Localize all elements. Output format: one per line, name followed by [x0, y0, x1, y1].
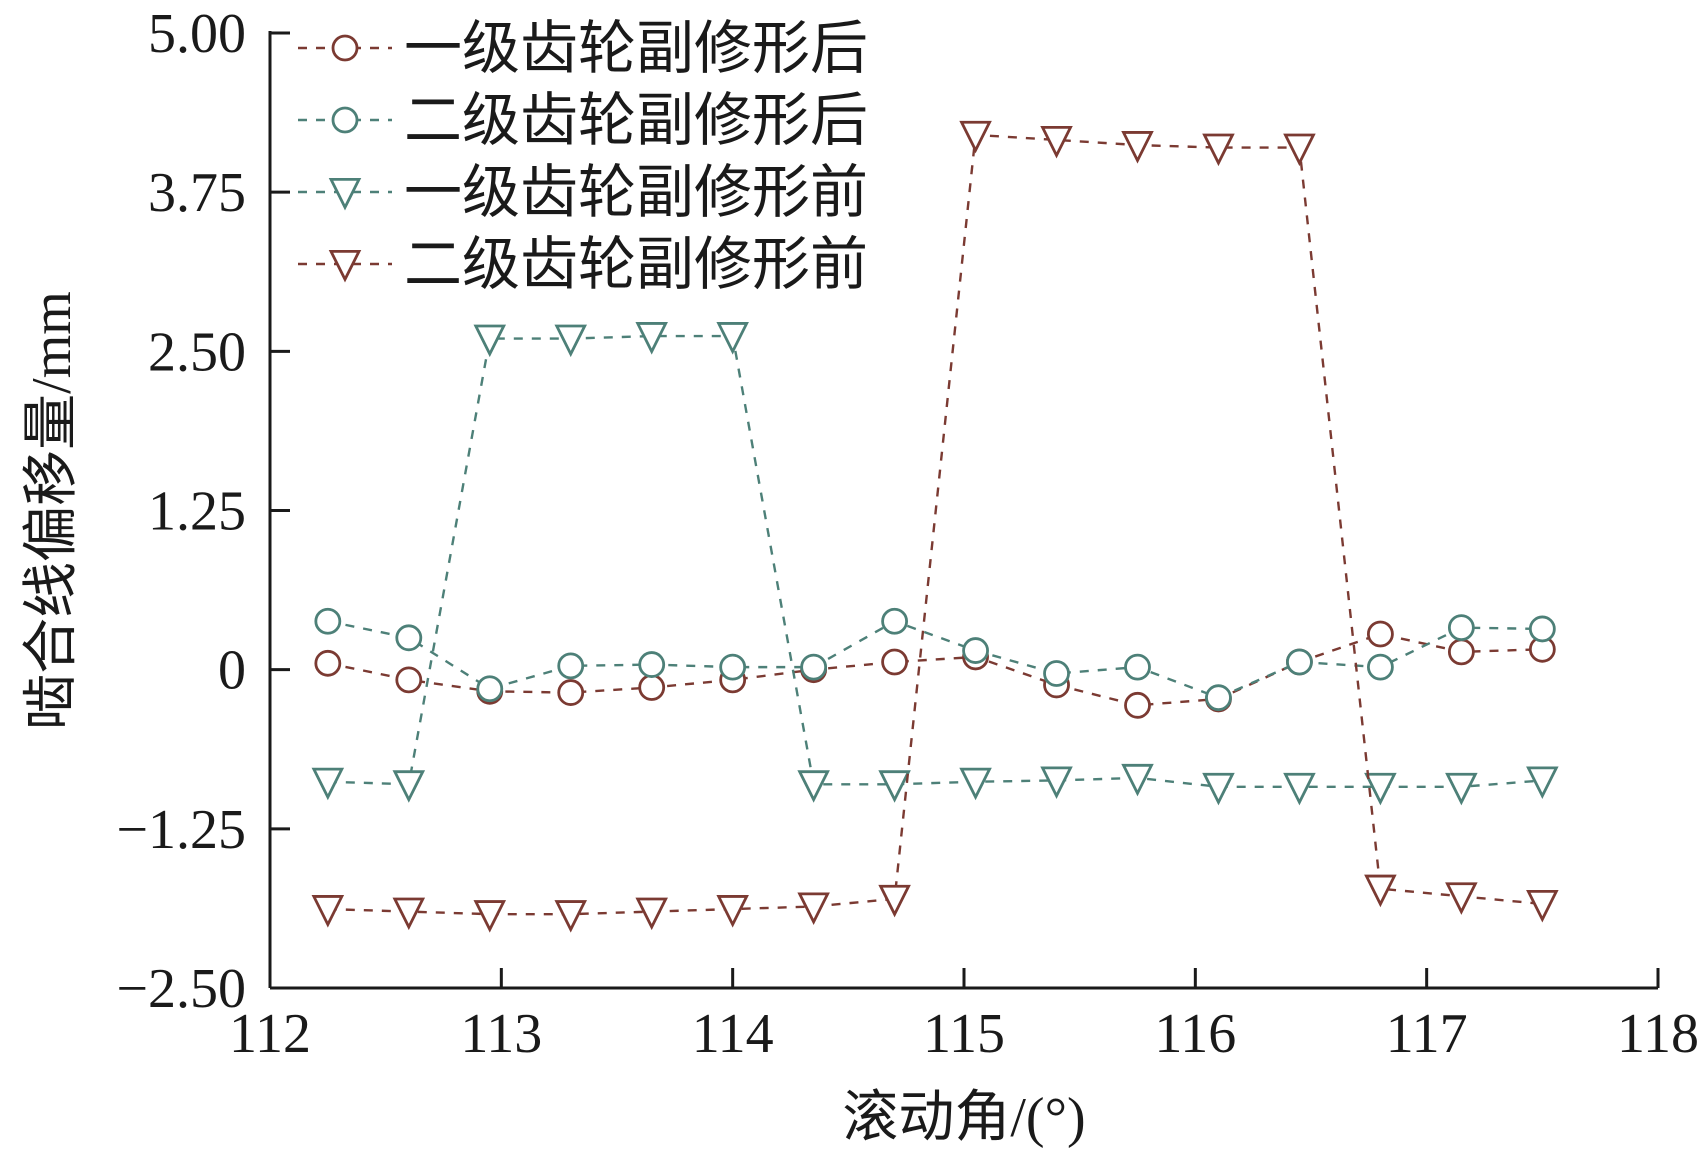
series-4-point: [1283, 133, 1316, 167]
y-tick-label: 1.25: [148, 481, 246, 543]
series-3-line: [327, 334, 1543, 789]
y-tick-label: 5.00: [148, 3, 246, 65]
series-2-point: [1447, 614, 1475, 642]
series-3-point: [716, 322, 749, 355]
y-axis-title: 啮合线偏移量/mm: [21, 291, 83, 730]
series-2-point: [719, 653, 747, 681]
legend-label: 二级齿轮副修形后: [404, 88, 868, 153]
ticks: −2.50 −1.25 0 1.25 2.50 3.75 5.00 112 113 114 115 1…: [116, 3, 1699, 1065]
series-3-point: [1364, 772, 1397, 806]
series-4-point: [878, 884, 911, 918]
series-1-point: [1124, 691, 1151, 719]
series-2-point: [638, 651, 666, 678]
series-4-point: [1445, 882, 1478, 915]
series-4-line: [327, 133, 1543, 916]
series-1-line: [327, 632, 1543, 707]
series-3: [311, 322, 1559, 806]
series-1-point: [1447, 638, 1475, 666]
series-2-point: [881, 607, 908, 635]
series-4-point: [1526, 889, 1559, 923]
legend-item-2: 二级齿轮副修形后: [298, 88, 868, 153]
series-2-point: [1286, 648, 1313, 676]
x-tick-label: 112: [229, 1003, 311, 1065]
legend-label: 一级齿轮副修形后: [404, 16, 868, 81]
legend-swatch-marker: [328, 249, 362, 283]
series-3-point: [1526, 766, 1559, 799]
series-4-point: [797, 892, 830, 926]
series-4-point: [1121, 131, 1154, 164]
series-2-point: [476, 675, 504, 703]
series-2-point: [1124, 653, 1151, 681]
legend-item-3: 一级齿轮副修形前: [298, 160, 868, 225]
series-3-point: [959, 767, 992, 801]
x-tick-label: 115: [923, 1003, 1005, 1065]
series-3-point: [311, 767, 345, 801]
series-3-point: [1121, 763, 1154, 797]
series-3-point: [554, 324, 587, 358]
series-4-point: [554, 900, 587, 933]
series-2-line: [327, 619, 1543, 699]
x-tick-label: 114: [692, 1003, 774, 1065]
series-2: [314, 607, 1556, 712]
series-3-point: [635, 322, 668, 355]
series-1-point: [557, 679, 585, 706]
series-2-point: [1205, 684, 1232, 712]
series-4-point: [311, 895, 345, 928]
y-tick-label: −2.50: [116, 958, 246, 1020]
series-1-point: [881, 648, 908, 676]
series-2-point: [1528, 615, 1556, 643]
series-4-point: [392, 897, 426, 931]
series-3-point: [1445, 772, 1478, 806]
series-3-point: [878, 770, 911, 803]
legend-label: 一级齿轮副修形前: [404, 160, 868, 225]
series-1-point: [314, 649, 342, 677]
series-2-point: [962, 637, 989, 664]
series-4-point: [959, 120, 992, 154]
y-tick-label: 3.75: [148, 162, 246, 224]
series-4-point: [1364, 874, 1397, 908]
series-2-point: [800, 653, 828, 681]
legend-swatch-marker: [328, 177, 362, 211]
series-3-point: [797, 770, 830, 803]
series-1-point: [395, 666, 423, 694]
x-tick-label: 116: [1154, 1003, 1236, 1065]
legend-item-4: 二级齿轮副修形前: [298, 232, 868, 297]
series-2-point: [1367, 653, 1394, 681]
y-tick-label: −1.25: [116, 799, 246, 861]
series-1-point: [638, 674, 666, 701]
series-4-point: [473, 900, 507, 933]
series-4: [311, 120, 1559, 933]
legend-item-1: 一级齿轮副修形后: [298, 16, 868, 81]
legend-label: 二级齿轮副修形前: [404, 232, 868, 297]
series-4-point: [635, 897, 668, 931]
y-tick-label: 0: [218, 640, 246, 702]
series-4-point: [1040, 125, 1073, 159]
plot-marks: [311, 120, 1559, 933]
series-4-point: [1202, 133, 1235, 167]
x-tick-label: 117: [1386, 1003, 1468, 1065]
series-2-point: [1043, 660, 1070, 687]
series-1-point: [1367, 620, 1394, 648]
x-tick-label: 118: [1617, 1003, 1699, 1065]
y-tick-label: 2.50: [148, 321, 246, 383]
series-2-point: [395, 624, 423, 652]
series-2-point: [557, 652, 585, 680]
series-3-point: [1283, 772, 1316, 806]
x-axis-title: 滚动角/(°): [842, 1087, 1085, 1149]
series-3-point: [1040, 766, 1073, 799]
series-3-point: [473, 324, 507, 358]
series-4-point: [716, 895, 749, 928]
legend-swatch-marker: [331, 106, 359, 134]
series-3-point: [1202, 772, 1235, 806]
legend-swatch-marker: [331, 34, 359, 62]
x-tick-label: 113: [460, 1003, 542, 1065]
series-2-point: [314, 607, 342, 635]
series-3-point: [392, 770, 426, 803]
